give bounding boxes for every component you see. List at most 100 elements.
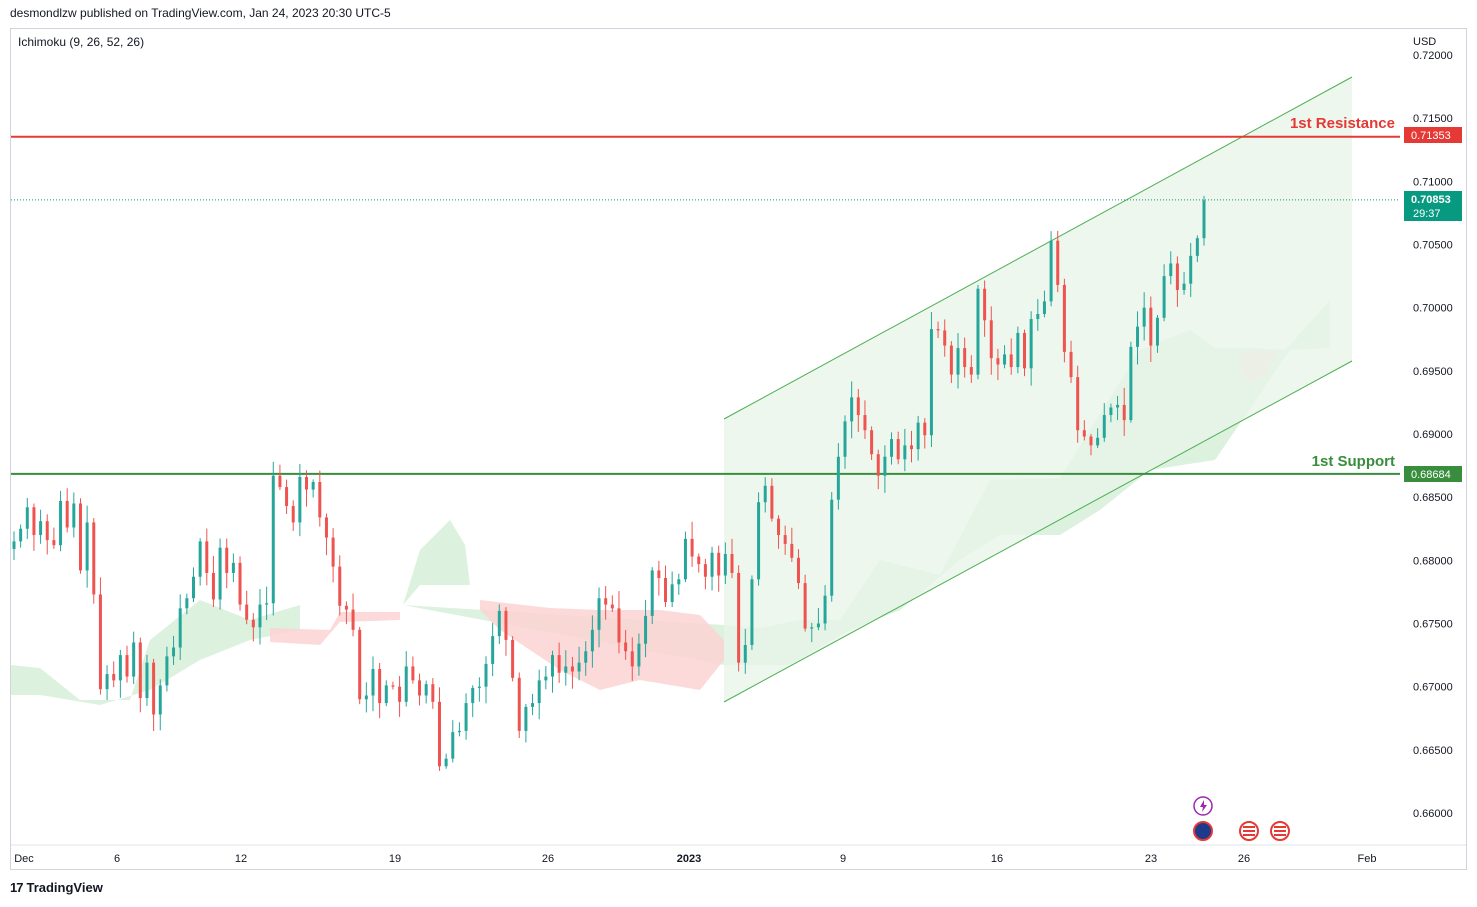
- price-tick-label: 0.68500: [1413, 492, 1453, 504]
- candle-body: [896, 439, 900, 460]
- candle-body: [1036, 313, 1040, 320]
- candle-body: [816, 623, 820, 628]
- candle-body: [418, 680, 422, 696]
- candle-body: [570, 666, 574, 672]
- candle-body: [557, 655, 561, 673]
- price-tick-label: 0.69000: [1413, 429, 1453, 441]
- plot-area: [11, 76, 1400, 771]
- candle-countdown: 29:37: [1413, 208, 1441, 220]
- support-price-badge: 0.68684: [1404, 466, 1462, 482]
- candle-body: [863, 415, 867, 431]
- candles-group: [12, 195, 1206, 771]
- candle-body: [697, 556, 701, 565]
- candle-body: [1116, 404, 1120, 408]
- candle-body: [457, 730, 461, 733]
- candle-body: [138, 642, 142, 699]
- candle-body: [344, 605, 348, 610]
- candle-body: [1056, 240, 1060, 285]
- candle-body: [757, 502, 761, 580]
- candle-body: [737, 572, 741, 663]
- candle-body: [1076, 377, 1080, 431]
- candle-body: [437, 701, 441, 767]
- candle-body: [378, 668, 382, 704]
- candle-body: [211, 572, 215, 600]
- candle-body: [803, 583, 807, 629]
- candle-body: [185, 598, 189, 609]
- candle-body: [1003, 354, 1007, 365]
- candle-body: [404, 666, 408, 702]
- australia-flag-icon[interactable]: [1193, 821, 1213, 841]
- time-tick-label: Feb: [1358, 853, 1377, 865]
- time-tick-label: 19: [389, 853, 401, 865]
- candle-body: [98, 594, 102, 690]
- candle-body: [624, 642, 628, 652]
- candle-body: [484, 663, 488, 687]
- candle-body: [1096, 437, 1100, 446]
- candle-body: [1082, 430, 1086, 437]
- candle-body: [451, 732, 455, 759]
- chart-frame: [10, 28, 1467, 870]
- price-tick-label: 0.66000: [1413, 808, 1453, 820]
- candle-body: [12, 541, 16, 549]
- candle-body: [1142, 307, 1146, 327]
- candle-body: [630, 651, 634, 667]
- candle-body: [1042, 301, 1046, 314]
- candle-body: [743, 644, 747, 663]
- candle-body: [358, 629, 362, 700]
- candle-body: [683, 538, 687, 580]
- candle-body: [590, 629, 594, 652]
- candle-body: [1102, 415, 1106, 438]
- candle-body: [577, 662, 581, 672]
- time-tick-label: 2023: [677, 853, 701, 865]
- candle-body: [364, 695, 368, 700]
- us-flag-stripe-icon: [1243, 826, 1255, 828]
- candle-body: [983, 288, 987, 321]
- candle-body: [112, 674, 116, 681]
- candle-body: [637, 643, 641, 667]
- event-icons[interactable]: [1193, 796, 1290, 841]
- candle-body: [145, 662, 149, 699]
- candle-body: [92, 522, 96, 595]
- candle-body: [730, 554, 734, 573]
- candle-body: [398, 686, 402, 702]
- time-tick-label: 26: [1238, 853, 1250, 865]
- candle-body: [943, 330, 947, 346]
- footer-brand[interactable]: 17 TradingView: [10, 880, 103, 895]
- ascending-channel-fill: [724, 77, 1352, 702]
- candle-body: [198, 541, 202, 577]
- candle-body: [1129, 346, 1133, 421]
- candle-body: [65, 500, 69, 528]
- candle-body: [1162, 276, 1166, 318]
- candle-body: [524, 706, 528, 731]
- candle-body: [285, 487, 289, 507]
- price-axis[interactable]: 0.72000 0.71500 0.71000 0.70500 0.70000 0.695…: [1413, 50, 1453, 820]
- candle-body: [564, 666, 568, 673]
- candle-body: [531, 703, 535, 707]
- candle-body: [25, 507, 29, 529]
- candle-body: [617, 608, 621, 643]
- candle-body: [1069, 351, 1073, 378]
- candle-body: [231, 562, 235, 573]
- candle-body: [491, 636, 495, 664]
- tradingview-logo-icon: 17: [10, 880, 24, 895]
- candle-body: [657, 570, 661, 579]
- candle-body: [265, 603, 269, 605]
- candle-body: [989, 320, 993, 359]
- candle-body: [770, 485, 774, 519]
- candle-body: [664, 578, 668, 603]
- candle-body: [969, 367, 973, 375]
- indicator-label[interactable]: Ichimoku (9, 26, 52, 26): [18, 35, 145, 49]
- support-label: 1st Support: [1312, 453, 1395, 470]
- candle-body: [1155, 317, 1159, 346]
- candle-body: [876, 454, 880, 476]
- price-tick-label: 0.71500: [1413, 113, 1453, 125]
- candle-body: [511, 639, 515, 678]
- candle-body: [1169, 263, 1173, 277]
- candle-body: [238, 562, 242, 605]
- candle-body: [444, 758, 448, 767]
- candle-body: [936, 329, 940, 331]
- time-axis[interactable]: Dec 6 12 19 26 2023 9 16 23 26 Feb: [14, 853, 1376, 865]
- last-price-text: 0.70853: [1411, 194, 1451, 206]
- candle-body: [850, 397, 854, 422]
